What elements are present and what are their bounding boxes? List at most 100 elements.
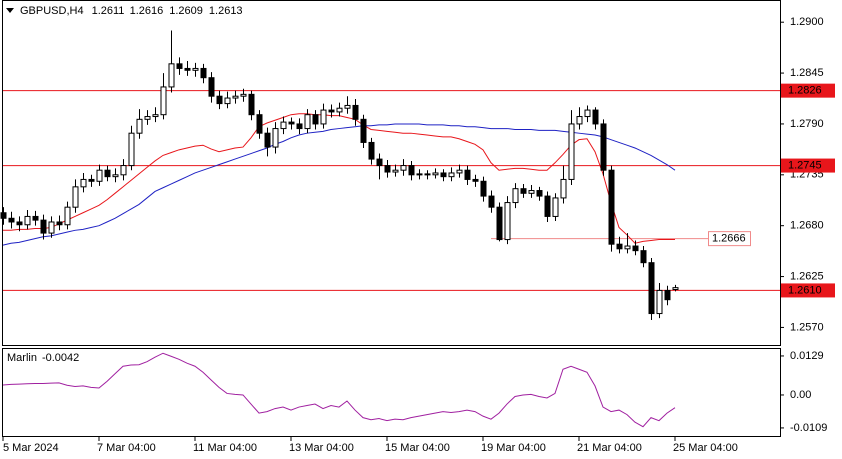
candle-body — [216, 95, 223, 105]
candle-body — [656, 289, 663, 315]
indicator-value: -0.0042 — [42, 352, 79, 364]
x-tick-label: 15 Mar 04:00 — [385, 442, 450, 454]
candle-body — [80, 178, 87, 188]
candle-body — [296, 123, 303, 130]
trend-label: 1.2666 — [712, 233, 746, 245]
x-tick-label: 5 Mar 2024 — [3, 442, 59, 454]
candle-body — [40, 219, 47, 234]
candle-body — [136, 118, 143, 134]
candle-body — [192, 67, 199, 71]
x-tick-label: 19 Mar 04:00 — [481, 442, 546, 454]
level-label: 1.2826 — [788, 85, 822, 97]
level-tag — [781, 158, 835, 173]
candle-body — [0, 212, 7, 219]
level-tag — [781, 83, 835, 98]
moving-average — [2, 123, 676, 246]
candle-body — [440, 172, 447, 178]
indicator-line — [2, 352, 676, 428]
candle-body — [64, 206, 71, 226]
candle-body — [256, 114, 263, 134]
candle-body — [400, 165, 407, 171]
candle-body — [616, 243, 623, 250]
x-tick-label: 7 Mar 04:00 — [97, 442, 156, 454]
candle-body — [168, 63, 175, 88]
candle-body — [584, 109, 591, 118]
y-tick-label: 1.2570 — [790, 321, 824, 333]
candle-body — [368, 141, 375, 160]
candle-body — [160, 86, 167, 116]
level-tag — [781, 283, 835, 298]
y-tick-label: 0.0129 — [790, 350, 824, 362]
candle-body — [456, 169, 463, 174]
candle-body — [608, 169, 615, 245]
candle-body — [184, 67, 191, 71]
candle-body — [176, 63, 183, 69]
candle-body — [416, 173, 423, 176]
candle-body — [232, 95, 239, 99]
y-tick-label: 1.2680 — [790, 220, 824, 232]
candle-body — [352, 104, 359, 120]
candle-body — [264, 132, 271, 148]
candle-body — [632, 245, 639, 252]
level-label: 1.2745 — [788, 159, 822, 171]
y-tick-label: 1.2790 — [790, 118, 824, 130]
candle-body — [408, 165, 415, 176]
candle-body — [336, 107, 343, 113]
candle-body — [304, 114, 311, 130]
main-panel — [2, 0, 781, 346]
candle-body — [640, 250, 647, 264]
indicator-title: Marlin — [7, 352, 37, 364]
level-label: 1.2610 — [788, 284, 822, 296]
candle-body — [128, 132, 135, 167]
candle-body — [592, 109, 599, 125]
candle-body — [96, 169, 103, 182]
candle-body — [120, 165, 127, 176]
candle-body — [152, 114, 159, 118]
indicator-header: Marlin -0.0042 — [7, 352, 79, 364]
last-open: 1.2611 — [92, 5, 125, 17]
y-tick-label: 1.2845 — [790, 67, 824, 79]
candle-body — [424, 173, 431, 176]
candle-body — [480, 180, 487, 197]
candle-body — [392, 169, 399, 173]
candle-body — [88, 178, 95, 182]
candle-body — [384, 165, 391, 173]
candle-body — [528, 190, 535, 194]
last-high: 1.2616 — [130, 5, 164, 17]
trend-tag — [708, 231, 751, 247]
candle-body — [56, 221, 63, 226]
candle-body — [568, 123, 575, 180]
y-tick-label: -0.0109 — [790, 422, 827, 434]
candle-body — [512, 188, 519, 204]
candle-body — [464, 169, 471, 180]
candle-body — [248, 93, 255, 116]
candle-body — [288, 121, 295, 125]
candle-body — [240, 93, 247, 97]
candle-body — [624, 245, 631, 250]
candle-body — [112, 174, 119, 178]
y-tick-label: 0.00 — [790, 389, 811, 401]
header-arrow — [6, 8, 14, 13]
candle-body — [328, 109, 335, 113]
candle-body — [448, 172, 455, 178]
x-tick-label: 11 Mar 04:00 — [193, 442, 257, 454]
indicator-panel — [2, 348, 781, 437]
symbol: GBPUSD,H4 — [20, 5, 84, 17]
candle-body — [24, 215, 31, 226]
candle-body — [32, 215, 39, 221]
x-tick-label: 25 Mar 04:00 — [673, 442, 738, 454]
candle-body — [496, 206, 503, 241]
candle-body — [536, 190, 543, 197]
candle-body — [672, 287, 679, 291]
candle-body — [488, 195, 495, 208]
candle-body — [104, 169, 111, 178]
last-close: 1.2613 — [209, 5, 243, 17]
candle-body — [72, 186, 79, 208]
x-tick-label: 13 Mar 04:00 — [289, 442, 354, 454]
candle-body — [312, 114, 319, 125]
candle-body — [472, 178, 479, 182]
candle-body — [376, 158, 383, 167]
